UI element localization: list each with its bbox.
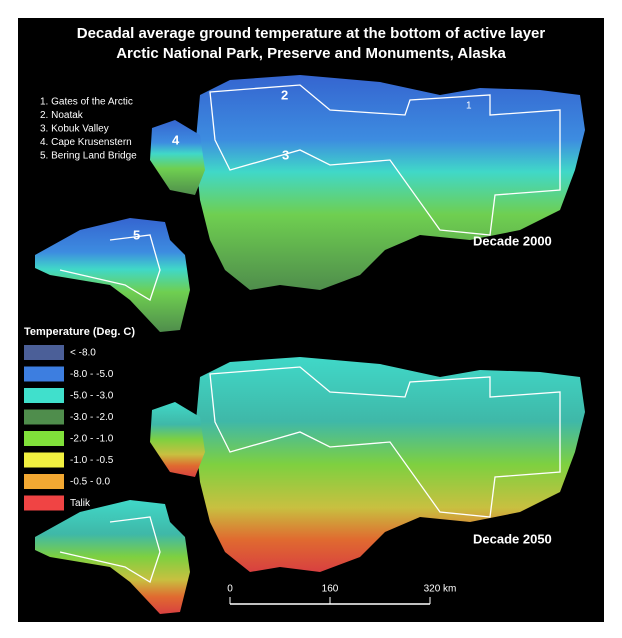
- legend-swatch: [24, 474, 64, 489]
- legend-swatch: [24, 495, 64, 511]
- scale-label: 160: [322, 584, 339, 595]
- map-number: 5: [133, 227, 140, 242]
- park-name: 3. Kobuk Valley: [40, 124, 109, 135]
- park-name: 4. Cape Krusenstern: [40, 137, 132, 148]
- legend-swatch: [24, 452, 64, 468]
- panel-label: Decade 2050: [473, 531, 552, 546]
- title: Decadal average ground temperature at th…: [77, 25, 546, 42]
- map-number: 4: [172, 132, 180, 147]
- legend-label: < -8.0: [70, 348, 96, 359]
- legend-label: -3.0 - -2.0: [70, 412, 114, 423]
- map-number: 2: [281, 87, 288, 102]
- park-name: 2. Noatak: [40, 110, 84, 121]
- panel-label: Decade 2000: [473, 233, 552, 248]
- legend-label: -0.5 - 0.0: [70, 477, 110, 488]
- scale-label: 320 km: [424, 584, 457, 595]
- legend-label: Talik: [70, 498, 91, 509]
- park-name: 5. Bering Land Bridge: [40, 151, 137, 162]
- map-number: 1: [466, 101, 472, 112]
- subtitle: Arctic National Park, Preserve and Monum…: [116, 45, 506, 62]
- legend-label: -5.0 - -3.0: [70, 391, 114, 402]
- legend-swatch: [24, 366, 64, 382]
- legend-swatch: [24, 431, 64, 446]
- legend-swatch: [24, 345, 64, 360]
- legend-label: -1.0 - -0.5: [70, 455, 114, 466]
- scale-label: 0: [227, 584, 233, 595]
- legend-swatch: [24, 388, 64, 403]
- park-name: 1. Gates of the Arctic: [40, 97, 133, 108]
- legend-label: -8.0 - -5.0: [70, 369, 114, 380]
- legend-title: Temperature (Deg. C): [24, 326, 135, 338]
- map-number: 3: [282, 147, 289, 162]
- legend-label: -2.0 - -1.0: [70, 434, 114, 445]
- legend-swatch: [24, 409, 64, 425]
